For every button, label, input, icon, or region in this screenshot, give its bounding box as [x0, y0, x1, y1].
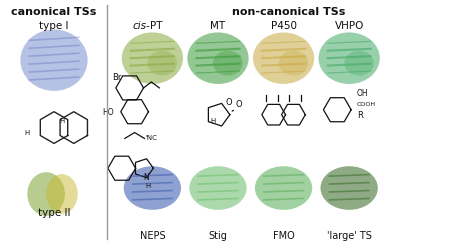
Ellipse shape [253, 32, 314, 84]
Text: type I: type I [39, 20, 69, 30]
Ellipse shape [319, 32, 380, 84]
Text: non-canonical TSs: non-canonical TSs [232, 7, 345, 17]
Ellipse shape [20, 30, 88, 91]
Text: Stig: Stig [209, 231, 228, 241]
Text: MT: MT [210, 20, 226, 30]
Text: O: O [236, 100, 242, 109]
Ellipse shape [122, 32, 183, 84]
Text: FMO: FMO [273, 231, 294, 241]
Text: COOH: COOH [357, 102, 376, 107]
Ellipse shape [213, 51, 243, 76]
Text: H: H [59, 118, 64, 124]
Text: H: H [24, 131, 29, 136]
Text: OH: OH [357, 89, 369, 98]
Text: P450: P450 [271, 20, 297, 30]
Ellipse shape [124, 166, 181, 210]
Ellipse shape [279, 51, 308, 76]
Text: NEPS: NEPS [139, 231, 165, 241]
Text: HO: HO [102, 108, 114, 117]
Text: 'large' TS: 'large' TS [327, 231, 372, 241]
Ellipse shape [187, 32, 249, 84]
Text: H: H [210, 118, 215, 124]
Text: Br: Br [112, 73, 121, 82]
Text: cis-: cis- [133, 20, 150, 30]
Ellipse shape [344, 51, 374, 76]
Ellipse shape [189, 166, 246, 210]
Text: H: H [146, 183, 151, 189]
Ellipse shape [147, 51, 177, 76]
Text: VHPO: VHPO [335, 20, 364, 30]
Text: O: O [226, 98, 233, 107]
Ellipse shape [46, 174, 78, 214]
Ellipse shape [27, 172, 65, 216]
Text: N: N [144, 173, 149, 182]
Text: R: R [357, 111, 363, 120]
Ellipse shape [320, 166, 378, 210]
Ellipse shape [255, 166, 312, 210]
Text: canonical TSs: canonical TSs [11, 7, 97, 17]
Text: PT: PT [150, 20, 163, 30]
Text: 'NC: 'NC [146, 135, 157, 142]
Text: type II: type II [38, 208, 70, 218]
